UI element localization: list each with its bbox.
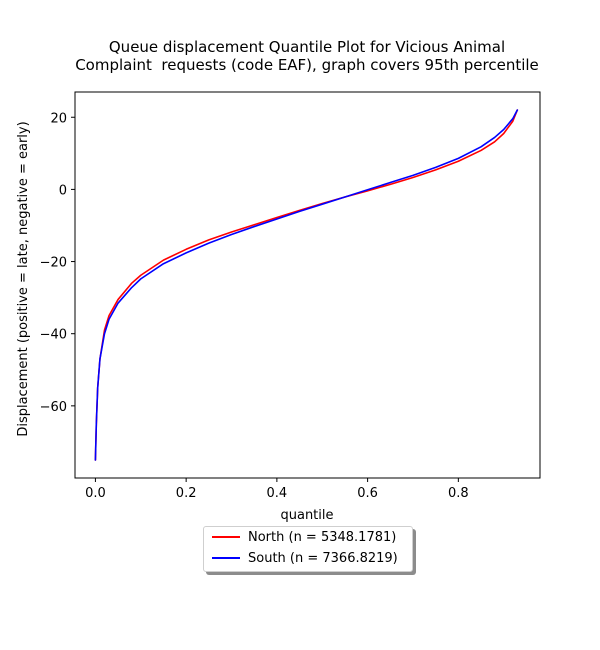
legend-item-north: North (n = 5348.1781)	[212, 529, 396, 547]
chart-title-line-1: Queue displacement Quantile Plot for Vic…	[108, 38, 506, 56]
chart-title-line-2: Complaint requests (code EAF), graph cov…	[75, 56, 539, 74]
plot-frame	[74, 91, 541, 479]
y-tick-label: −40	[40, 328, 67, 343]
x-tick-label: 0.2	[176, 486, 197, 501]
legend-item-south: South (n = 7366.8219)	[212, 550, 398, 568]
legend-swatch-north	[212, 535, 240, 538]
y-axis-label: Displacement (positive = late, negative …	[16, 121, 31, 436]
x-axis-label: quantile	[280, 508, 333, 523]
y-tick-label: −20	[40, 256, 67, 271]
legend: North (n = 5348.1781) South (n = 7366.82…	[203, 526, 413, 572]
series-line-north	[94, 109, 519, 461]
legend-label-north: North (n = 5348.1781)	[248, 530, 397, 545]
x-tick-label: 0.4	[267, 486, 288, 501]
y-tick-label: −60	[40, 400, 67, 415]
series-line-south	[94, 109, 519, 461]
x-tick-label: 0.0	[85, 486, 106, 501]
legend-swatch-south	[212, 556, 240, 559]
y-tick-label: 20	[50, 111, 67, 126]
x-tick-label: 0.8	[448, 486, 469, 501]
y-tick-label: 0	[59, 183, 67, 198]
legend-label-south: South (n = 7366.8219)	[248, 551, 398, 566]
x-tick-label: 0.6	[357, 486, 378, 501]
